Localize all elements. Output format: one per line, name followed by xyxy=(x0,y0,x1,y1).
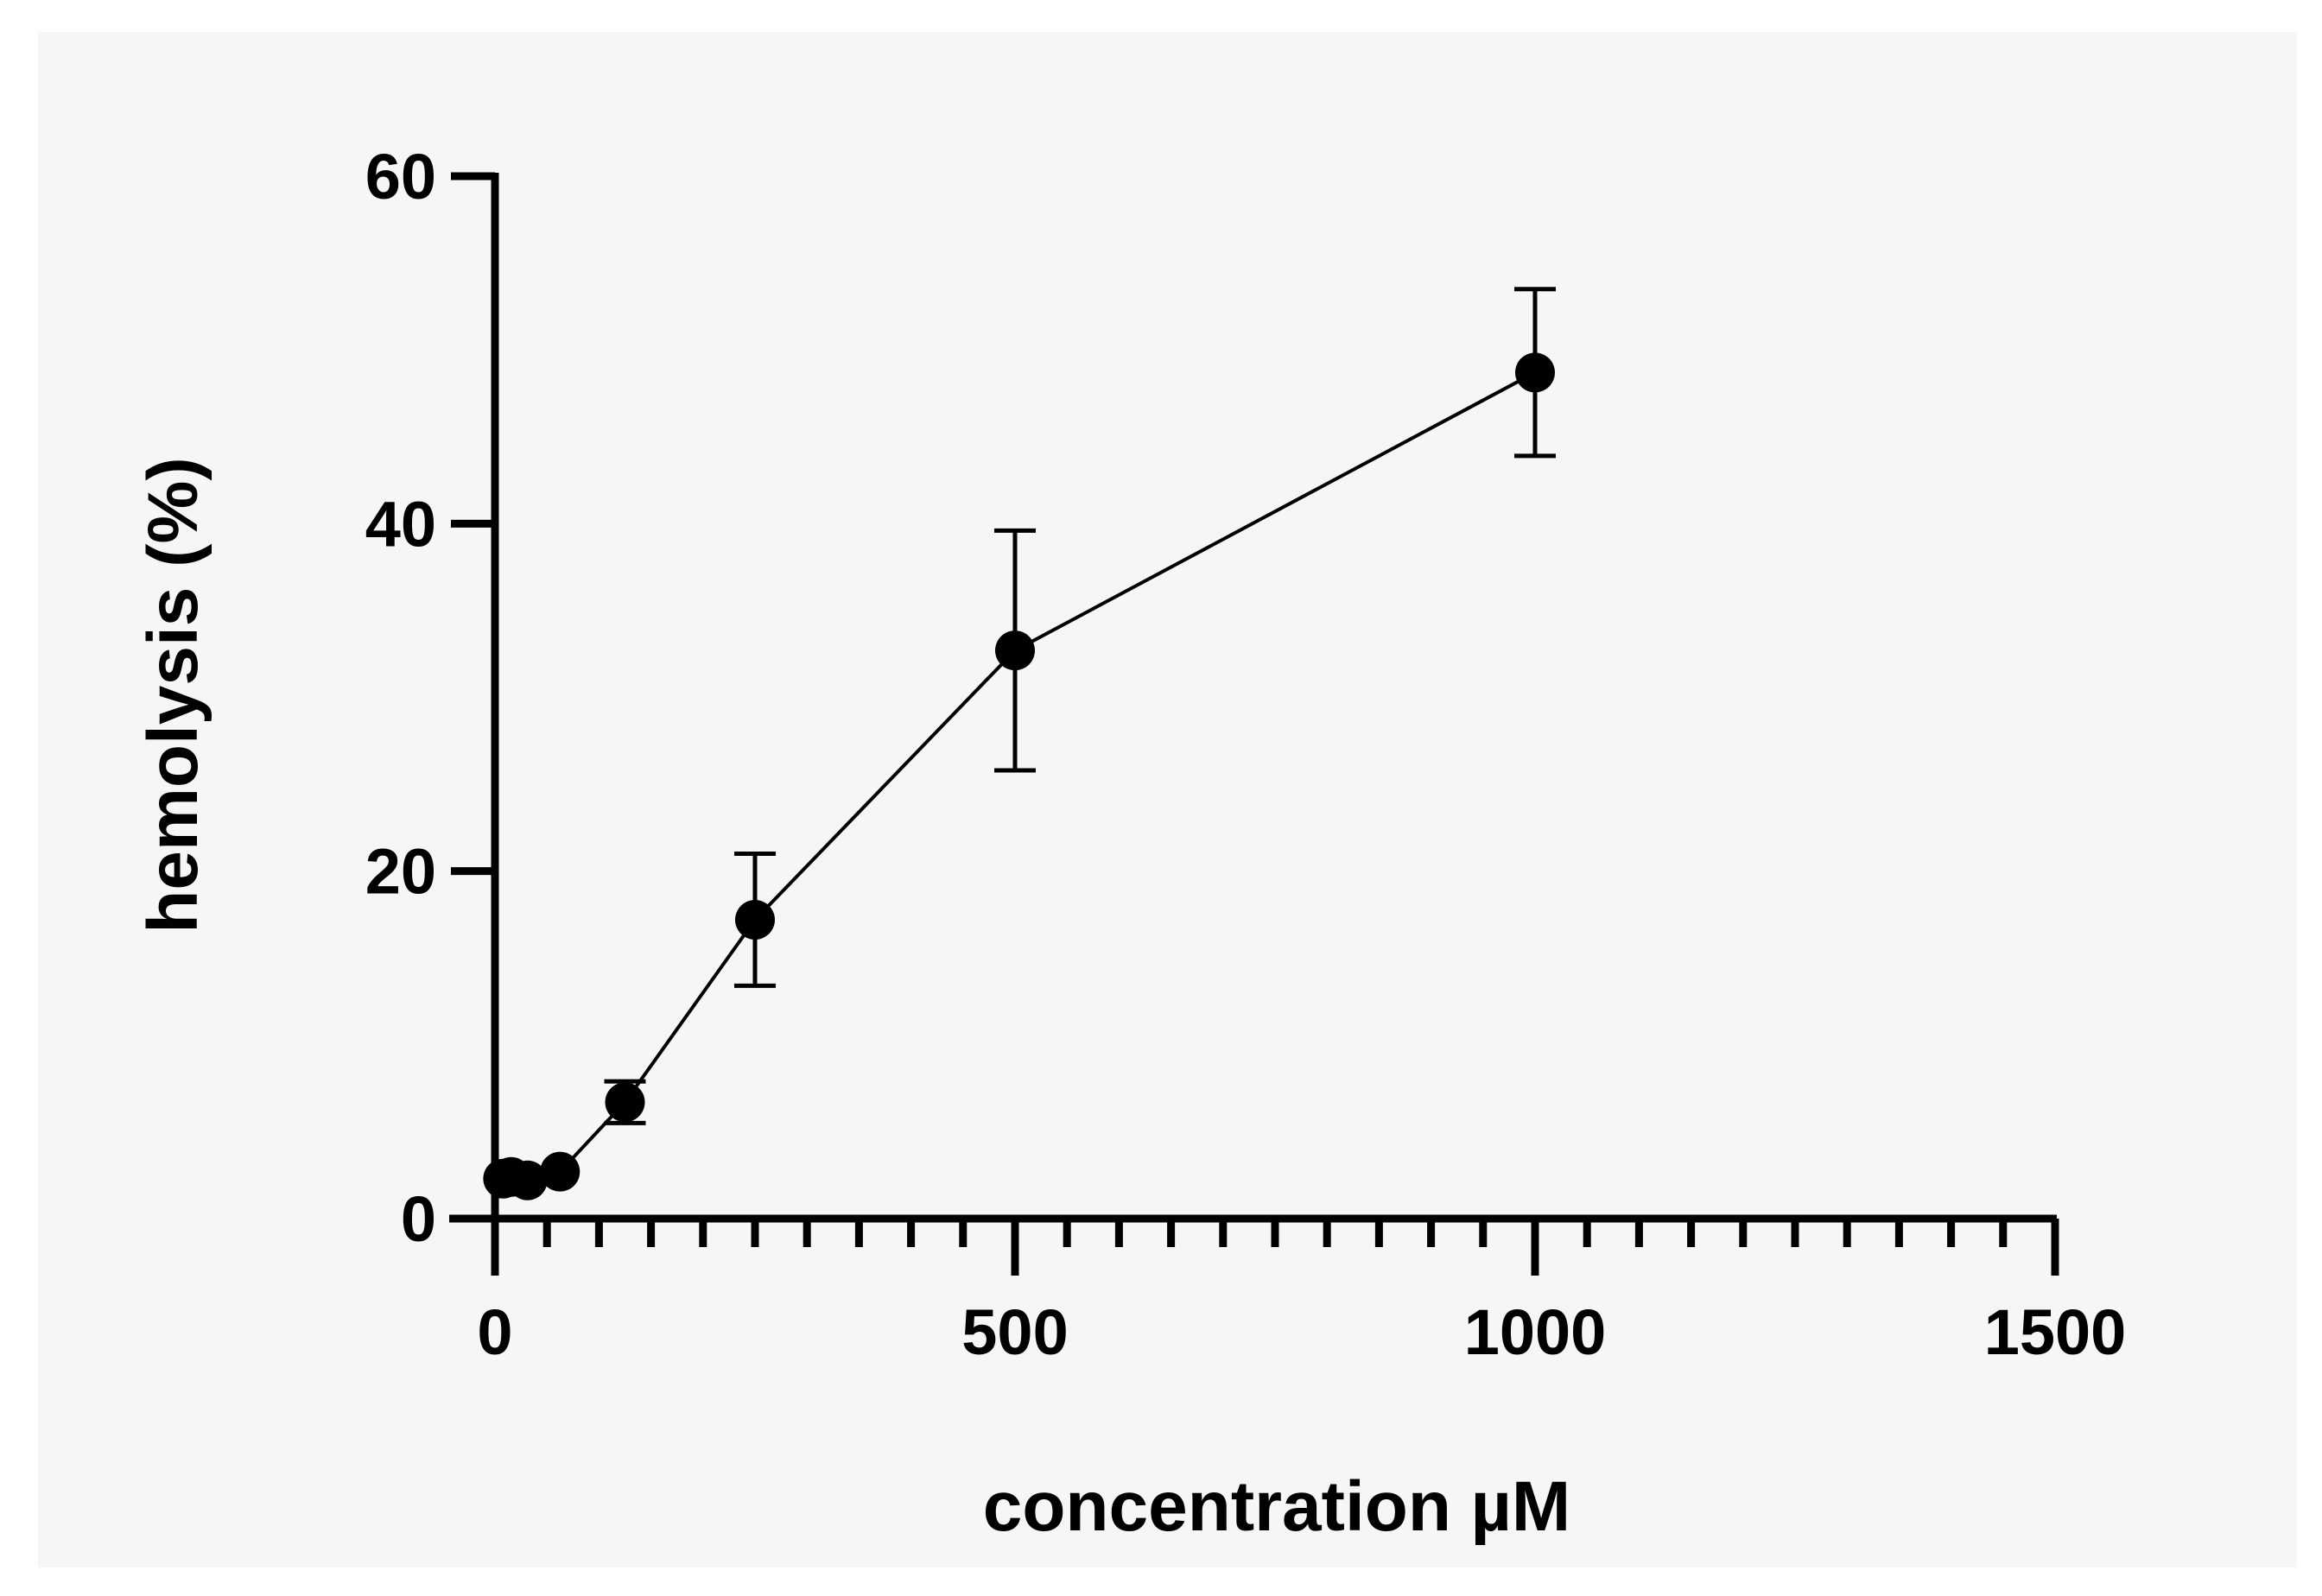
y-tick-label: 60 xyxy=(365,141,436,212)
series-line xyxy=(502,370,1536,1182)
data-point-marker xyxy=(995,630,1035,671)
data-point-marker xyxy=(1515,352,1555,393)
data-point-marker xyxy=(605,1082,645,1123)
data-markers xyxy=(483,352,1555,1200)
x-tick-label: 0 xyxy=(477,1296,512,1368)
y-tick-labels: 0 20 40 60 xyxy=(365,141,436,1255)
data-point-marker xyxy=(507,1160,548,1200)
x-axis-title: concentration µM xyxy=(983,1467,1571,1546)
x-tick-label: 1000 xyxy=(1464,1296,1607,1368)
data-point-marker xyxy=(540,1151,580,1192)
x-tick-label: 1500 xyxy=(1984,1296,2127,1368)
error-bars xyxy=(604,287,1556,1125)
x-minor-ticks xyxy=(542,1219,2008,1247)
data-point-marker xyxy=(735,899,775,940)
y-tick-label: 0 xyxy=(401,1183,436,1255)
x-tick-labels: 0 500 1000 1500 xyxy=(477,1296,2126,1368)
y-axis-title: hemolysis (%) xyxy=(134,457,213,933)
y-tick-label: 40 xyxy=(365,488,436,560)
y-tick-label: 20 xyxy=(365,836,436,908)
chart-panel xyxy=(38,32,2297,1568)
y-ticks xyxy=(451,172,495,1223)
x-tick-label: 500 xyxy=(961,1296,1068,1368)
